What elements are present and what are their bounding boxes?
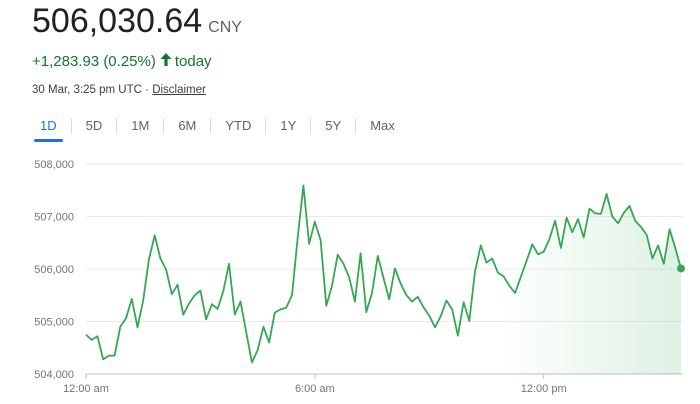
tab-1d[interactable]: 1D (26, 112, 71, 142)
change-period: today (174, 53, 212, 70)
y-tick-label: 504,000 (34, 369, 74, 381)
x-tick-label: 12:00 pm (521, 383, 567, 395)
tab-separator (116, 118, 118, 134)
tab-1m[interactable]: 1M (131, 118, 150, 133)
x-tick-label: 12:00 am (63, 383, 109, 395)
price-chart: 504,000 505,000 506,000 507,000 508,000 12:00… (34, 159, 685, 395)
y-tick-label: 505,000 (34, 317, 74, 329)
price-header: 506,030.64 CNY (32, 2, 242, 41)
tab-separator (70, 118, 72, 134)
tab-separator (310, 118, 312, 134)
tab-1y[interactable]: 1Y (280, 118, 297, 133)
range-tabs: 1D 5D 1M 6M YTD 1Y 5Y Max (26, 112, 409, 142)
meta-separator: · (145, 84, 149, 96)
currency-code: CNY (208, 19, 242, 36)
disclaimer-link[interactable]: Disclaimer (152, 84, 206, 96)
last-price-marker (677, 264, 685, 273)
quote-meta: 30 Mar, 3:25 pm UTC · Disclaimer (32, 84, 206, 96)
tab-separator (355, 118, 357, 134)
y-tick-label: 506,000 (34, 264, 74, 276)
tab-5d[interactable]: 5D (85, 118, 103, 133)
tab-ytd[interactable]: YTD (225, 118, 252, 133)
arrow-up-icon (160, 53, 172, 70)
quote-timestamp: 30 Mar, 3:25 pm UTC (32, 84, 142, 96)
current-price: 506,030.64 (32, 2, 203, 40)
tab-5y[interactable]: 5Y (325, 118, 342, 133)
series-area (497, 193, 681, 374)
price-change: +1,283.93 (0.25%) today (32, 53, 212, 70)
tab-separator (265, 118, 267, 134)
tab-separator (210, 118, 212, 134)
tab-separator (163, 118, 165, 134)
y-tick-label: 508,000 (34, 159, 74, 171)
change-value: +1,283.93 (0.25%) (32, 53, 156, 70)
tab-6m[interactable]: 6M (178, 118, 197, 133)
y-tick-label: 507,000 (34, 212, 74, 224)
x-tick-label: 6:00 am (295, 383, 335, 395)
tab-max[interactable]: Max (370, 118, 395, 133)
